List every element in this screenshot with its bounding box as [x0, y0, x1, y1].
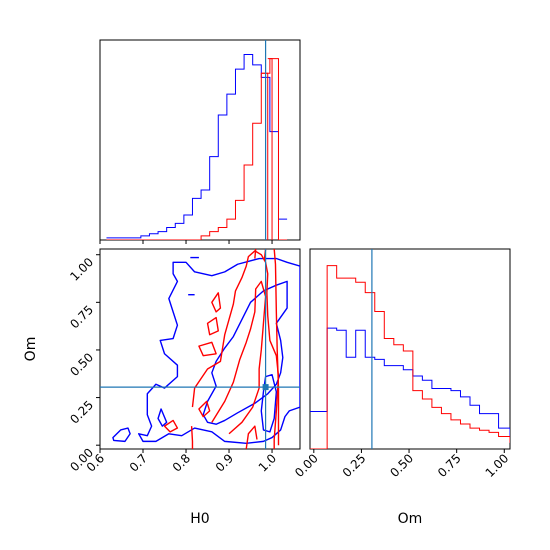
- om-histogram-panel: [309, 248, 511, 450]
- contour-b-11: [273, 249, 280, 446]
- om-x-tick-label-0: 0.00: [292, 451, 321, 480]
- x-axis-label-om: Om: [398, 511, 423, 527]
- om-hist-series-a: [310, 327, 510, 443]
- h0-x-tick-label-3: 0.9: [213, 451, 236, 474]
- contour-a-0: [112, 427, 131, 443]
- contour-b-9: [254, 249, 257, 259]
- contour-a-2: [138, 257, 300, 444]
- contour-b-7: [211, 280, 267, 435]
- h0-x-tick-label-2: 0.8: [170, 451, 193, 474]
- contour-b-8: [245, 425, 258, 449]
- om-x-tick-label-1: 0.25: [340, 451, 369, 480]
- om-x-tick-label-2: 0.50: [387, 451, 416, 480]
- truth-marker: [262, 384, 269, 391]
- contour-b-4: [211, 292, 222, 313]
- y-axis-label-om: Om: [23, 337, 39, 362]
- contour-b-3: [206, 316, 219, 336]
- om-y-tick-label-3: 0.75: [67, 303, 96, 332]
- h0-om-contours: [100, 249, 300, 449]
- om-hist-series-b: [310, 265, 510, 449]
- contour-b-0: [163, 419, 179, 433]
- om-y-tick-label-2: 0.50: [67, 350, 96, 379]
- contour-b-2: [198, 341, 217, 357]
- axis-ticks: 0.6 0.7 0.8 0.9 1.00.000.250.500.751.000.00 0…: [67, 240, 511, 480]
- h0-histogram: [106, 40, 288, 240]
- h0-hist-series-b: [106, 58, 288, 240]
- om-y-tick-label-1: 0.25: [67, 398, 96, 427]
- h0-hist-series-a: [106, 54, 288, 239]
- contour-b-5: [190, 426, 194, 449]
- contour-a-3: [202, 280, 288, 425]
- contour-b-1: [198, 400, 211, 418]
- h0-hist-series-b-tail: [261, 58, 273, 240]
- h0-x-tick-label-1: 0.7: [127, 451, 150, 474]
- h0-x-tick-label-4: 1.0: [256, 451, 279, 474]
- x-axis-label-h0: H0: [190, 511, 209, 527]
- contour-a-4: [260, 374, 278, 433]
- om-histogram: [310, 249, 510, 449]
- om-y-tick-label-4: 1.00: [67, 255, 96, 284]
- contour-a-1: [157, 408, 168, 427]
- om-x-tick-label-3: 0.75: [435, 451, 464, 480]
- om-x-tick-label-4: 1.00: [483, 451, 512, 480]
